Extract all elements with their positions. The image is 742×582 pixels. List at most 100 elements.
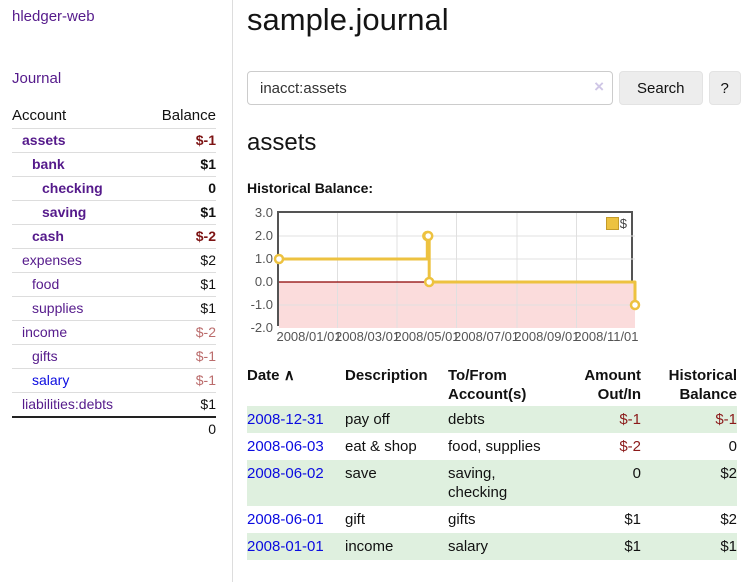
transaction-row: 2008-06-03 eat & shopfood, supplies$-20 bbox=[247, 433, 737, 460]
transaction-date-cell: 2008-06-03 bbox=[247, 433, 345, 460]
account-cell: salary bbox=[12, 369, 145, 393]
sidebar-account-link[interactable]: liabilities:debts bbox=[22, 396, 113, 412]
account-balance: $1 bbox=[145, 201, 216, 225]
y-axis-tick-label: -1.0 bbox=[251, 297, 273, 312]
description-column-header: Description bbox=[345, 364, 448, 406]
account-row: checking0 bbox=[12, 177, 216, 201]
accounts-table-header: Account Balance bbox=[12, 103, 216, 129]
transaction-date-link[interactable]: 2008-06-01 bbox=[247, 511, 324, 528]
sidebar-account-link[interactable]: supplies bbox=[32, 300, 83, 316]
sidebar-account-link[interactable]: bank bbox=[32, 156, 65, 172]
y-axis-tick-label: 3.0 bbox=[255, 205, 273, 220]
chart-y-axis: 3.02.01.00.0-1.0-2.0 bbox=[247, 211, 273, 330]
sidebar-account-link[interactable]: checking bbox=[42, 180, 103, 196]
transaction-amount: $1 bbox=[561, 533, 641, 560]
account-cell: income bbox=[12, 321, 145, 345]
transaction-description: pay off bbox=[345, 406, 448, 433]
search-input[interactable] bbox=[247, 71, 613, 105]
transaction-date-link[interactable]: 2008-06-02 bbox=[247, 465, 324, 482]
transaction-balance: 0 bbox=[641, 433, 737, 460]
clear-search-icon[interactable]: × bbox=[594, 77, 604, 97]
chart-plot-area: $ bbox=[277, 211, 633, 326]
transaction-balance: $2 bbox=[641, 506, 737, 533]
transaction-date-cell: 2008-06-01 bbox=[247, 506, 345, 533]
account-cell: expenses bbox=[12, 249, 145, 273]
account-balance: $2 bbox=[145, 249, 216, 273]
app-window: hledger-web Journal Account Balance asse… bbox=[0, 0, 742, 582]
sidebar-account-link[interactable]: cash bbox=[32, 228, 64, 244]
account-row: assets $-1 bbox=[12, 129, 216, 153]
account-cell: assets bbox=[12, 129, 145, 153]
transaction-description: gift bbox=[345, 506, 448, 533]
account-row: liabilities:debts $1 bbox=[12, 393, 216, 418]
search-form: × Search ? bbox=[247, 71, 741, 105]
account-row: gifts$-1 bbox=[12, 345, 216, 369]
account-cell: checking bbox=[12, 177, 145, 201]
account-balance: $-2 bbox=[145, 321, 216, 345]
y-axis-tick-label: 2.0 bbox=[255, 228, 273, 243]
account-heading: assets bbox=[247, 129, 741, 157]
accounts-column-header: To/From Account(s) bbox=[448, 364, 561, 406]
transaction-description: save bbox=[345, 460, 448, 506]
transaction-date-link[interactable]: 2008-06-03 bbox=[247, 438, 324, 455]
transaction-date-link[interactable]: 2008-12-31 bbox=[247, 411, 324, 428]
x-axis-tick-label: 2008/05/01 bbox=[394, 329, 459, 344]
transaction-date-cell: 2008-01-01 bbox=[247, 533, 345, 560]
sidebar-account-link[interactable]: salary bbox=[32, 372, 69, 388]
sidebar-account-link[interactable]: gifts bbox=[32, 348, 58, 364]
account-row: salary $-1 bbox=[12, 369, 216, 393]
sidebar-item-journal[interactable]: Journal bbox=[12, 70, 61, 87]
account-row: bank $1 bbox=[12, 153, 216, 177]
transaction-accounts: salary bbox=[448, 533, 561, 560]
transaction-row: 2008-01-01incomesalary$1$1 bbox=[247, 533, 737, 560]
sidebar-account-link[interactable]: income bbox=[22, 324, 67, 340]
account-cell: liabilities:debts bbox=[12, 393, 145, 418]
sidebar-account-link[interactable]: food bbox=[32, 276, 59, 292]
transaction-amount: $-2 bbox=[561, 433, 641, 460]
account-cell: bank bbox=[12, 153, 145, 177]
amount-column-header: Amount Out/In bbox=[561, 364, 641, 406]
transaction-description: eat & shop bbox=[345, 433, 448, 460]
account-row: food $1 bbox=[12, 273, 216, 297]
sidebar-account-link[interactable]: expenses bbox=[22, 252, 82, 268]
x-axis-tick-label: 2008/03/01 bbox=[335, 329, 400, 344]
transaction-date-link[interactable]: 2008-01-01 bbox=[247, 538, 324, 555]
transaction-date-cell: 2008-12-31 bbox=[247, 406, 345, 433]
account-balance: $1 bbox=[145, 153, 216, 177]
transaction-accounts: food, supplies bbox=[448, 433, 561, 460]
search-box: × bbox=[247, 71, 613, 105]
transaction-row: 2008-12-31pay offdebts$-1$-1 bbox=[247, 406, 737, 433]
sort-ascending-icon: ∧ bbox=[284, 367, 295, 384]
legend-label: $ bbox=[620, 216, 627, 231]
account-row: saving $1 bbox=[12, 201, 216, 225]
account-row: income $-2 bbox=[12, 321, 216, 345]
sidebar-account-link[interactable]: assets bbox=[22, 132, 66, 148]
x-axis-tick-label: 2008/09/01 bbox=[514, 329, 579, 344]
account-balance: $-1 bbox=[145, 369, 216, 393]
date-column-header[interactable]: Date ∧ bbox=[247, 364, 345, 406]
accounts-total-row: 0 bbox=[12, 417, 216, 441]
search-button[interactable]: Search bbox=[619, 71, 703, 105]
account-balance: $-2 bbox=[145, 225, 216, 249]
account-balance: $1 bbox=[145, 393, 216, 418]
transaction-accounts: debts bbox=[448, 406, 561, 433]
chart-title: Historical Balance: bbox=[247, 180, 741, 196]
accounts-total-value: 0 bbox=[145, 417, 216, 441]
transaction-amount: 0 bbox=[561, 460, 641, 506]
balance-column-header: Balance bbox=[145, 103, 216, 129]
account-balance: $-1 bbox=[145, 129, 216, 153]
balance-column-header: Historical Balance bbox=[641, 364, 737, 406]
sidebar-account-link[interactable]: saving bbox=[42, 204, 86, 220]
search-help-button[interactable]: ? bbox=[709, 71, 741, 105]
transaction-balance: $-1 bbox=[641, 406, 737, 433]
transaction-balance: $2 bbox=[641, 460, 737, 506]
transaction-amount: $-1 bbox=[561, 406, 641, 433]
y-axis-tick-label: 1.0 bbox=[255, 251, 273, 266]
main-content: sample.journal × Search ? assets Histori… bbox=[233, 0, 742, 582]
sidebar: hledger-web Journal Account Balance asse… bbox=[0, 0, 233, 582]
transaction-accounts: saving, checking bbox=[448, 460, 561, 506]
x-axis-tick-label: 2008/07/01 bbox=[454, 329, 519, 344]
account-balance: $1 bbox=[145, 273, 216, 297]
app-brand-link[interactable]: hledger-web bbox=[12, 8, 95, 25]
legend-swatch-icon bbox=[606, 217, 619, 230]
